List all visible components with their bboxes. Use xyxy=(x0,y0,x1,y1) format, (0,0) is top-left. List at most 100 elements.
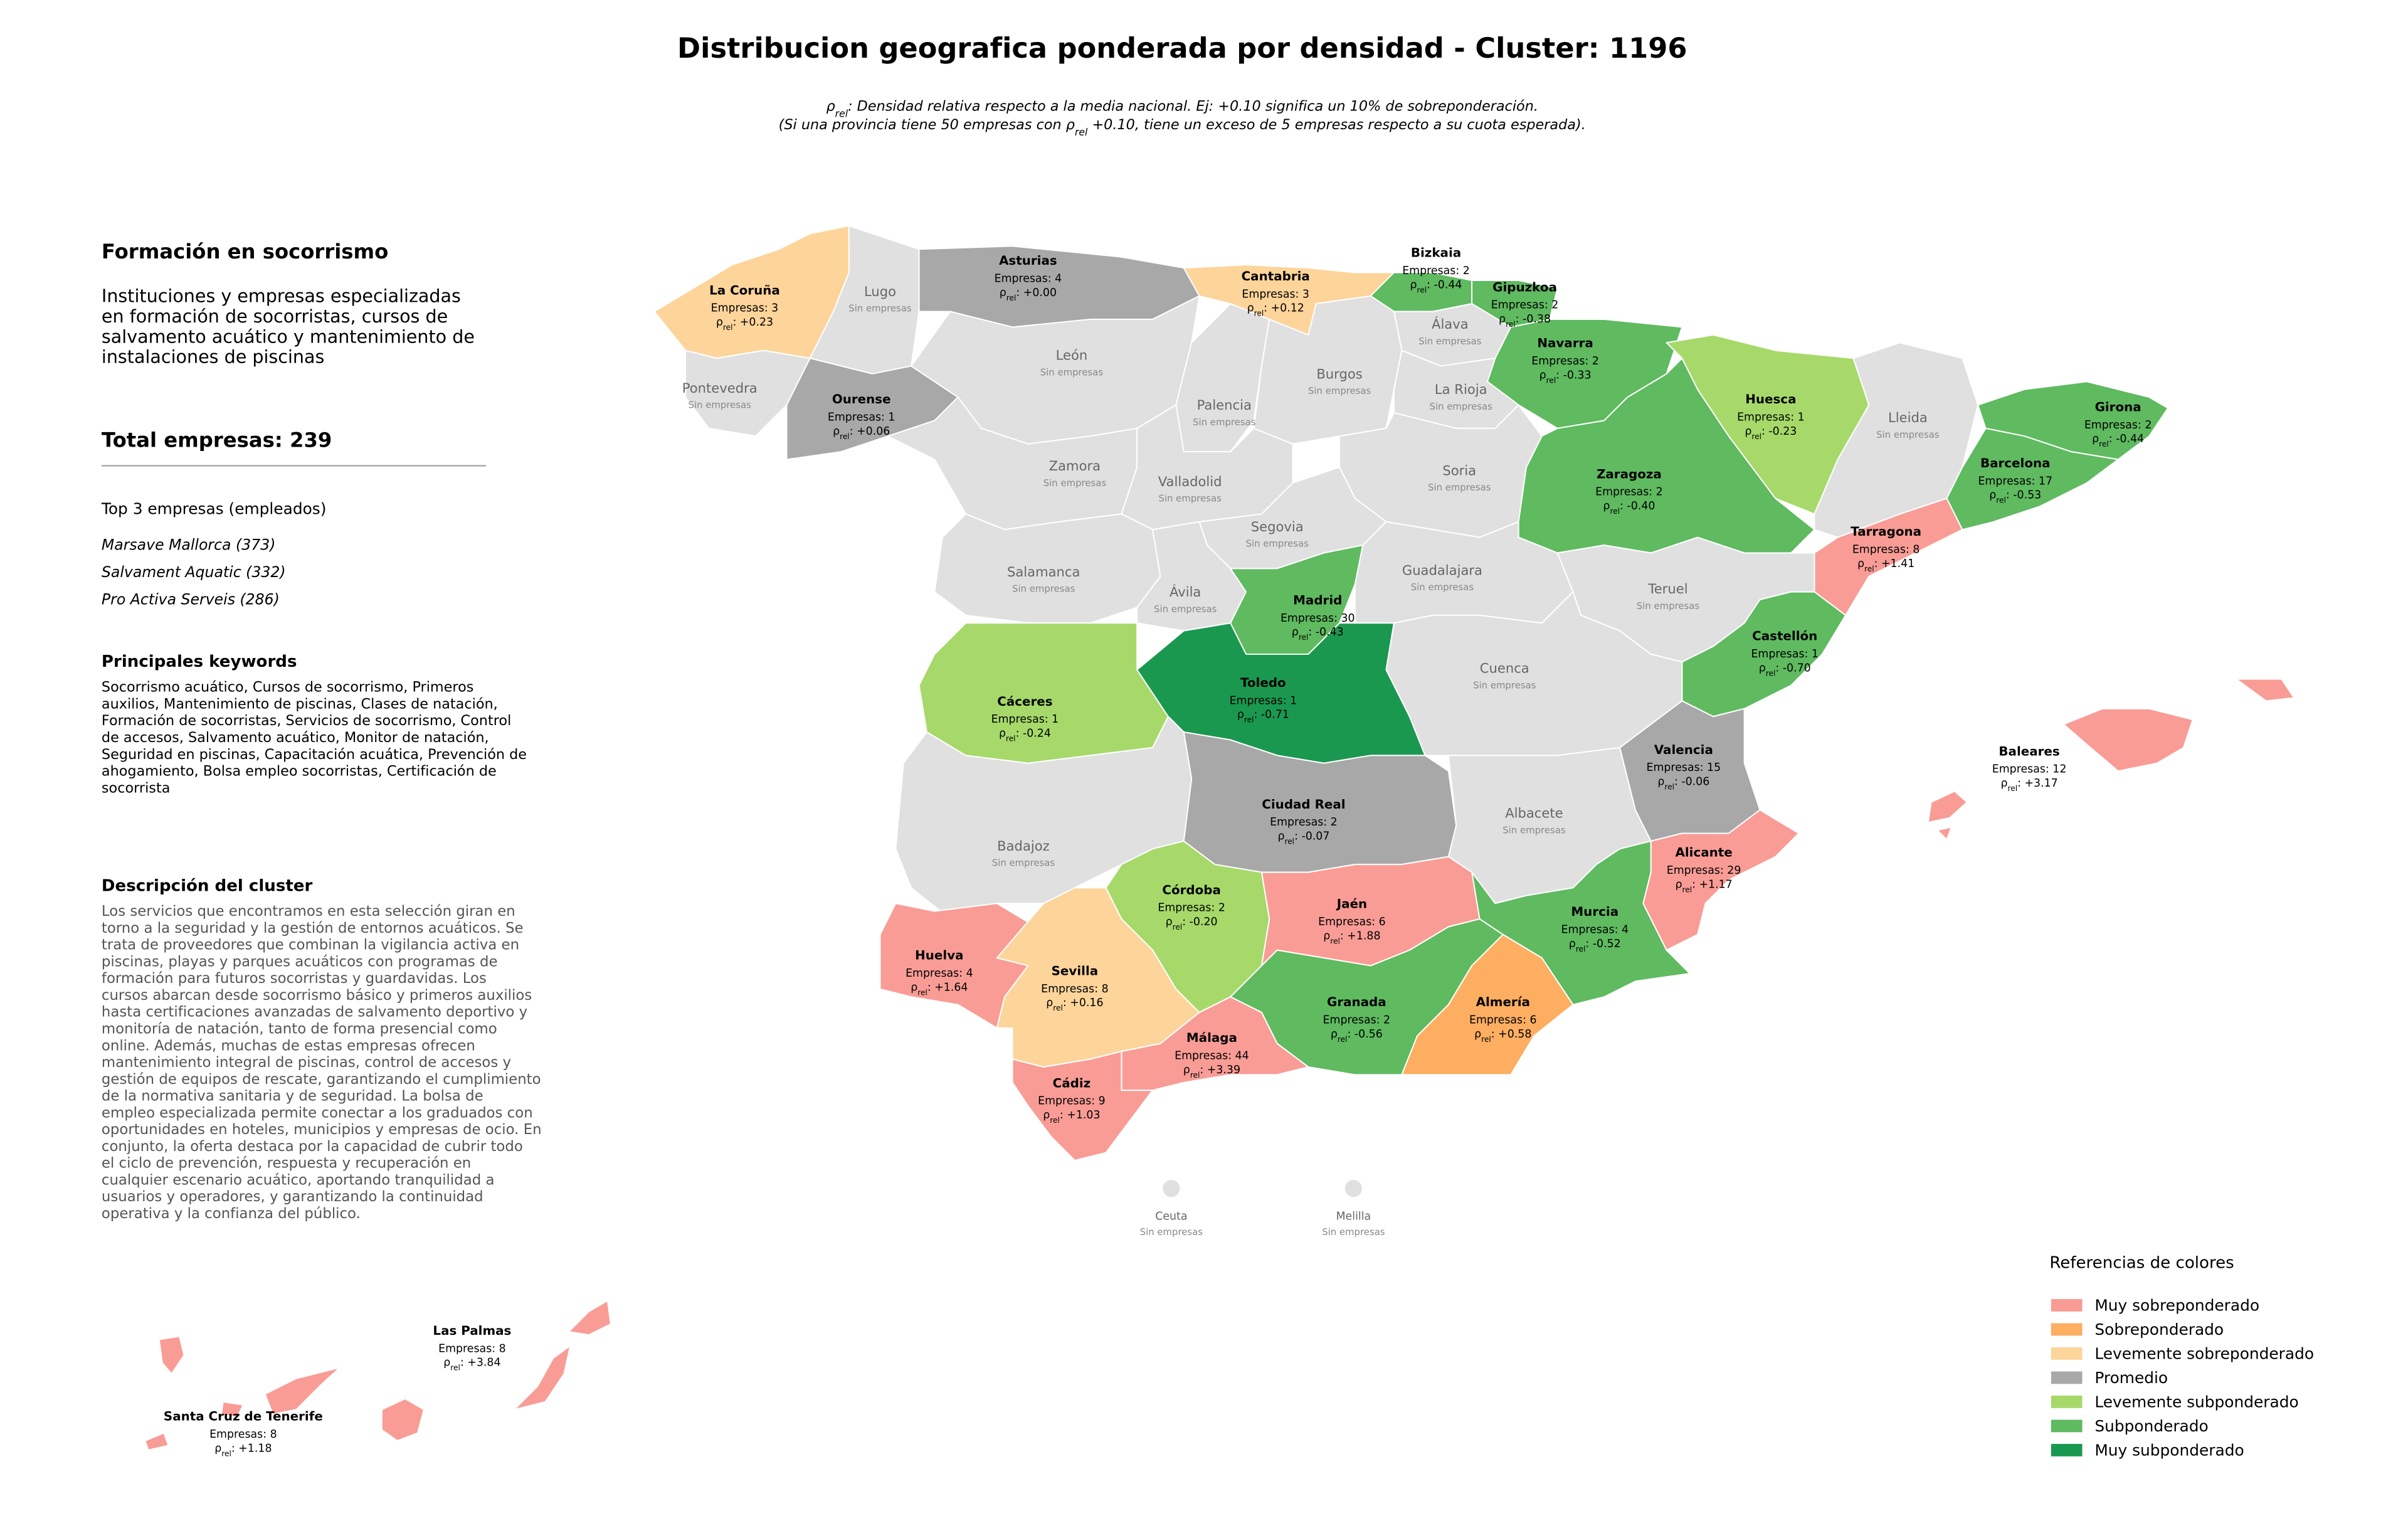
province-rho-part: ρ xyxy=(214,1442,221,1455)
province-name: Girona xyxy=(2095,400,2141,415)
province-rho-part: rel xyxy=(1244,716,1254,724)
province-name: Teruel xyxy=(1647,581,1687,597)
province-rho: ρrel: +1.17 xyxy=(1675,878,1732,894)
legend-swatch xyxy=(2051,1347,2083,1360)
province-stats: Sin empresas xyxy=(1502,825,1566,836)
province-stats: Sin empresas xyxy=(1308,385,1371,396)
province-rho-part: rel xyxy=(1576,945,1586,953)
province-name: Jaén xyxy=(1336,897,1367,911)
province-stats: Empresas: 8 xyxy=(438,1342,506,1355)
province-name: Pontevedra xyxy=(682,380,758,396)
province-rho-part: ρ xyxy=(1675,878,1682,891)
province-shape xyxy=(1927,790,1968,824)
province-stats: Empresas: 30 xyxy=(1281,612,1355,625)
province-rho-part: ρ xyxy=(1183,1064,1190,1076)
province-name: Segovia xyxy=(1251,519,1304,534)
sidebar-heading: Formación en socorrismo xyxy=(102,240,388,263)
province-stats: Empresas: 2 xyxy=(1531,355,1599,368)
province-rho-part: ρ xyxy=(2000,777,2007,790)
province-rho-part: ρ xyxy=(1292,626,1299,639)
province-name: Salamanca xyxy=(1007,564,1080,580)
province-rho-part: : +0.12 xyxy=(1264,302,1304,315)
province-stats: Sin empresas xyxy=(1428,482,1491,493)
province-stats: Sin empresas xyxy=(1154,603,1217,615)
total: Total empresas: 239 xyxy=(102,428,332,452)
legend-swatch xyxy=(2051,1443,2083,1456)
province-stats: Sin empresas xyxy=(1473,680,1536,691)
province-rho-part: ρ xyxy=(1323,930,1330,942)
cluster-line: oportunidades en hoteles, municipios y e… xyxy=(102,1122,542,1138)
province-rho-part: ρ xyxy=(443,1357,450,1369)
province-rho-part: rel xyxy=(1682,885,1692,894)
province-rho-part: : -0.44 xyxy=(2109,433,2144,445)
description-line: Instituciones y empresas especializadas xyxy=(102,285,461,307)
province-stats: Sin empresas xyxy=(1876,429,1940,440)
cluster-line: de la normativa sanitaria y de seguridad… xyxy=(102,1088,483,1105)
province-rho-part: ρ xyxy=(1989,489,1996,502)
province-rho-part: rel xyxy=(1996,496,2006,505)
province-name: Cuenca xyxy=(1480,661,1529,676)
legend-label: Levemente sobreponderado xyxy=(2094,1345,2314,1363)
province-rho-part: : +1.64 xyxy=(927,981,968,994)
province-name: Navarra xyxy=(1537,336,1593,351)
province-rho-part: : -0.20 xyxy=(1182,916,1217,928)
province-stats: Empresas: 2 xyxy=(1158,902,1225,915)
province-rho-part: : -0.44 xyxy=(1427,279,1462,291)
province-rho-part: : -0.06 xyxy=(1674,776,1709,788)
province-rho-part: rel xyxy=(1299,633,1309,642)
province-stats: Empresas: 1 xyxy=(991,713,1059,726)
province-name: Álava xyxy=(1432,316,1469,332)
description-line: salvamento acuático y mantenimiento de xyxy=(102,326,475,347)
province-stats: Sin empresas xyxy=(1012,583,1075,595)
legend-swatch xyxy=(2051,1395,2083,1408)
province-name: Cádiz xyxy=(1053,1076,1091,1090)
top-company: Pro Activa Serveis (286) xyxy=(102,590,280,608)
top-title: Top 3 empresas (empleados) xyxy=(101,499,326,517)
province-rho-part: rel xyxy=(1284,837,1294,846)
province-rho-part: ρ xyxy=(1657,776,1664,788)
keywords-line: ahogamiento, Bolsa empleo socorristas, C… xyxy=(102,763,497,780)
province-rho-part: : +0.58 xyxy=(1491,1028,1532,1041)
province-name: Palencia xyxy=(1197,397,1252,413)
province-name: Baleares xyxy=(1999,744,2059,758)
province-name: Ceuta xyxy=(1155,1210,1187,1223)
province-name: Córdoba xyxy=(1162,883,1221,897)
province-stats: Empresas: 3 xyxy=(711,302,779,315)
province-stats: Sin empresas xyxy=(1158,493,1222,504)
province-stats: Sin empresas xyxy=(1043,477,1107,489)
province-stats: Empresas: 2 xyxy=(2084,419,2152,432)
province-rho-part: rel xyxy=(1546,376,1556,385)
province-rho-part: ρ xyxy=(1331,1028,1338,1041)
province-rho-part: ρ xyxy=(1166,916,1173,928)
province-stats: Empresas: 9 xyxy=(1038,1095,1106,1108)
province-rho-part: ρ xyxy=(1603,500,1610,512)
cluster-line: cualquier escenario acuático, aportando … xyxy=(102,1172,495,1188)
province-rho-part: rel xyxy=(1751,432,1761,441)
keywords-line: socorrista xyxy=(102,780,170,796)
province-rho-part: : -0.52 xyxy=(1585,938,1620,950)
province-stats: Empresas: 17 xyxy=(1978,475,2052,487)
province-rho: ρrel: -0.24 xyxy=(999,728,1051,743)
province-rho: ρrel: -0.23 xyxy=(1745,425,1797,441)
province-rho: ρrel: -0.06 xyxy=(1657,776,1709,792)
top-company: Salvament Aquatic (332) xyxy=(102,563,286,581)
legend-swatch xyxy=(2051,1419,2083,1433)
province-rho-part: ρ xyxy=(1247,302,1254,315)
province-name: Santa Cruz de Tenerife xyxy=(164,1409,323,1424)
cluster-line: piscinas, playas y parques acuáticos con… xyxy=(102,953,498,970)
province-name: Bizkaia xyxy=(1411,246,1461,260)
province-name: Tarragona xyxy=(1851,524,1921,539)
province-rho-part: : -0.71 xyxy=(1254,709,1289,721)
province-stats: Empresas: 2 xyxy=(1491,299,1559,312)
province-name: Zaragoza xyxy=(1597,467,1662,481)
province-rho-part: : +0.06 xyxy=(850,425,890,438)
province-rho-part: rel xyxy=(2007,784,2017,793)
subtitle-line-part: (Si una provincia tiene 50 empresas con … xyxy=(779,117,1075,133)
subtitle-line: (Si una provincia tiene 50 empresas con … xyxy=(779,117,1586,137)
subtitle-line-part: rel xyxy=(835,107,848,119)
province-rho: ρrel: +3.17 xyxy=(2000,777,2057,793)
province-rho-part: ρ xyxy=(833,425,840,438)
province-rho-part: rel xyxy=(1006,735,1016,743)
province-rho-part: : -0.38 xyxy=(1516,313,1551,326)
